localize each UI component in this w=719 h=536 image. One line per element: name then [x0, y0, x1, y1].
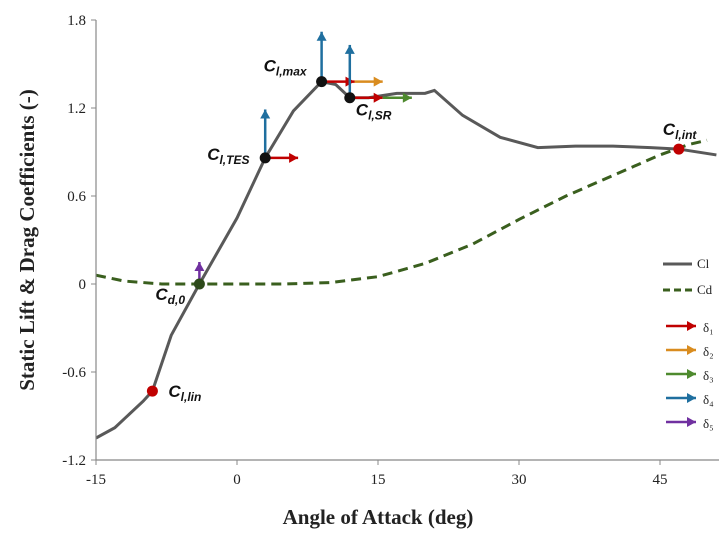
arrow-head [402, 92, 412, 103]
arrow-head [687, 417, 696, 427]
label-base: C [356, 101, 369, 120]
point-label: Cd,0 [155, 285, 185, 307]
label-base: C [663, 120, 676, 139]
point-label: Cl,max [264, 57, 308, 79]
point-label: Cl,lin [168, 382, 201, 404]
delta-arrow [666, 321, 696, 331]
line-cd [96, 138, 708, 286]
plot-area [96, 79, 717, 440]
y-tick-label: -0.6 [62, 365, 86, 381]
arrow-head [687, 393, 696, 403]
y-tick-label: -1.2 [62, 453, 86, 469]
key-point [344, 92, 356, 104]
arrow-head [316, 31, 327, 41]
x-tick-label: -15 [86, 472, 106, 488]
line-cl [96, 79, 717, 440]
delta-arrow [666, 369, 696, 379]
key-point [259, 152, 271, 164]
delta-arrow [344, 44, 355, 98]
key-point [193, 278, 205, 290]
arrow-head [687, 345, 696, 355]
label-subscript: l,SR [368, 109, 392, 123]
label-subscript: d,0 [168, 293, 186, 307]
delta-arrow [260, 109, 271, 158]
y-tick-label: 1.2 [67, 101, 86, 117]
label-subscript: l,max [276, 65, 308, 79]
x-tick-label: 30 [512, 472, 527, 488]
point-label: Cl,SR [356, 101, 392, 123]
delta-arrow [382, 92, 412, 103]
key-point [316, 76, 328, 88]
arrow-head [373, 76, 383, 87]
label-base: C [264, 57, 277, 76]
delta-arrow [354, 76, 383, 87]
y-tick-label: 0 [79, 277, 87, 293]
arrow-head [373, 92, 383, 103]
delta-arrow [316, 31, 327, 82]
legend-label: δ₂ [703, 344, 714, 359]
label-subscript: l,lin [181, 390, 202, 404]
key-point [146, 385, 158, 397]
delta-arrow [666, 345, 696, 355]
point-label: Cl,TES [207, 145, 249, 167]
x-axis-label: Angle of Attack (deg) [283, 505, 474, 529]
arrow-head [194, 262, 205, 271]
y-tick-label: 1.8 [67, 13, 86, 29]
legend-label: δ₄ [703, 392, 714, 407]
arrow-head [687, 321, 696, 331]
label-subscript: l,int [675, 128, 697, 142]
key-point [673, 143, 685, 155]
delta-arrow [666, 393, 696, 403]
x-tick-label: 0 [233, 472, 241, 488]
label-base: C [168, 382, 181, 401]
arrow-head [344, 44, 355, 54]
arrow-head [260, 109, 271, 119]
arrow-head [289, 152, 299, 163]
legend-label: δ₃ [703, 368, 714, 383]
legend-label: δ₁ [703, 320, 714, 335]
y-tick-label: 0.6 [67, 189, 86, 205]
arrow-head [687, 369, 696, 379]
legend-label: Cl [697, 256, 710, 271]
delta-arrow [666, 417, 696, 427]
legend-label: Cd [697, 282, 713, 297]
label-base: C [207, 145, 220, 164]
x-tick-label: 45 [653, 472, 668, 488]
label-subscript: l,TES [219, 153, 249, 167]
point-label: Cl,int [663, 120, 698, 142]
y-axis-label: Static Lift & Drag Coefficients (-) [15, 89, 39, 391]
label-base: C [155, 285, 168, 304]
legend-label: δ₅ [703, 416, 714, 431]
x-tick-label: 15 [371, 472, 386, 488]
